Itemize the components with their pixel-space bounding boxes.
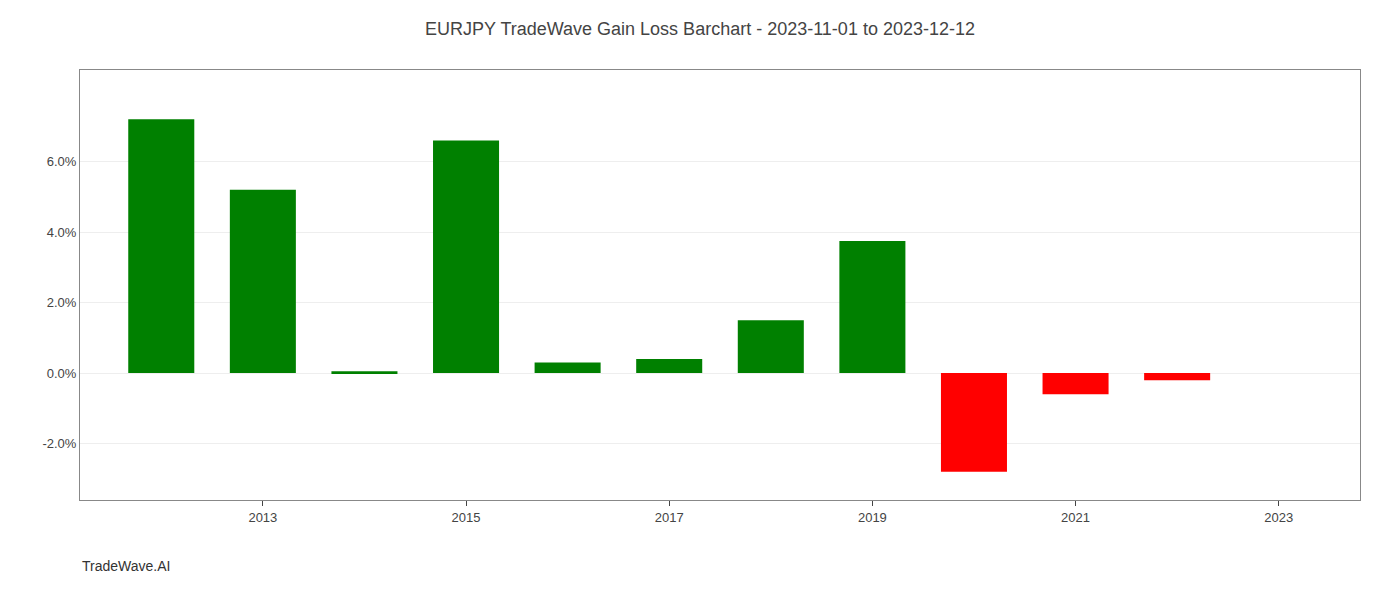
svg-text:2021: 2021 — [1061, 510, 1090, 525]
svg-text:4.0%: 4.0% — [47, 225, 77, 240]
svg-text:2.0%: 2.0% — [47, 295, 77, 310]
svg-text:EURJPY TradeWave Gain Loss Bar: EURJPY TradeWave Gain Loss Barchart - 20… — [425, 19, 975, 39]
svg-text:2013: 2013 — [248, 510, 277, 525]
svg-text:0.0%: 0.0% — [47, 366, 77, 381]
svg-text:6.0%: 6.0% — [47, 154, 77, 169]
svg-text:-2.0%: -2.0% — [42, 436, 76, 451]
svg-text:2015: 2015 — [452, 510, 481, 525]
svg-text:2023: 2023 — [1264, 510, 1293, 525]
svg-text:TradeWave.AI: TradeWave.AI — [82, 558, 170, 574]
svg-text:2017: 2017 — [655, 510, 684, 525]
svg-text:2019: 2019 — [858, 510, 887, 525]
